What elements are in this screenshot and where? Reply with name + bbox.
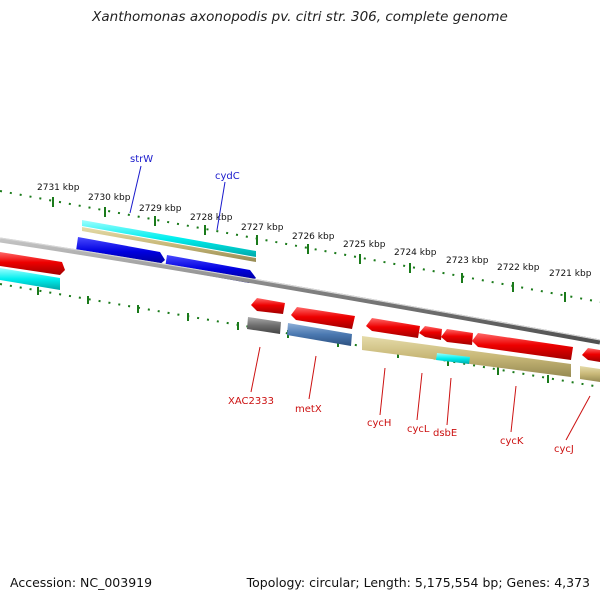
- ruler-label: 2723 kbp: [446, 256, 489, 266]
- outer-major-ticks: [52, 197, 566, 302]
- ruler-label: 2726 kbp: [292, 232, 335, 242]
- forward-features: [0, 220, 256, 290]
- reverse-leaders: [250, 346, 591, 441]
- reverse-tan-band: [362, 336, 571, 377]
- reverse-features: [247, 298, 600, 382]
- forward-gene-labels: strW cydC: [130, 154, 240, 182]
- outer-tick-ring: [0, 190, 600, 303]
- dsbe-cyan[interactable]: [436, 353, 470, 364]
- reverse-gene-labels: XAC2333 metX cycH cycL dsbE cycK cycJ: [228, 396, 574, 455]
- gene-cyck[interactable]: [472, 333, 573, 360]
- forward-gene-cyan[interactable]: [82, 220, 256, 257]
- accession-text: Accession: NC_003919: [10, 575, 153, 590]
- gene-label-cyck[interactable]: cycK: [500, 436, 524, 447]
- forward-gene-blue[interactable]: [76, 237, 165, 266]
- gene-cych[interactable]: [366, 318, 420, 338]
- gene-metx[interactable]: [291, 307, 355, 329]
- ruler-label: 2721 kbp: [549, 269, 592, 279]
- gene-label-cycj[interactable]: cycJ: [554, 444, 574, 455]
- gene-dsbe[interactable]: [441, 329, 473, 345]
- gene-label-cych[interactable]: cycH: [367, 418, 391, 429]
- forward-leaders: [129, 165, 226, 231]
- ruler-label: 2727 kbp: [241, 223, 284, 233]
- gene-label-xac2333[interactable]: XAC2333: [228, 396, 274, 407]
- gene-cycl[interactable]: [419, 326, 442, 340]
- forward-tan-band: [82, 227, 256, 262]
- ruler-label: 2731 kbp: [37, 183, 80, 193]
- ruler-label: 2728 kbp: [190, 213, 233, 223]
- ruler-label: 2724 kbp: [394, 248, 437, 258]
- ruler-label: 2722 kbp: [497, 263, 540, 273]
- ruler-label: 2730 kbp: [88, 193, 131, 203]
- ruler-label: 2725 kbp: [343, 240, 386, 250]
- inner-major-ticks: [37, 287, 549, 383]
- left-gene-cyan[interactable]: [0, 268, 60, 290]
- gene-label-metx[interactable]: metX: [295, 404, 322, 415]
- gene-label-cycl[interactable]: cycL: [407, 424, 430, 435]
- gene-label-cydc[interactable]: cydC: [215, 171, 240, 182]
- genome-summary-text: Topology: circular; Length: 5,175,554 bp…: [246, 575, 590, 590]
- map-title: Xanthomonas axonopodis pv. citri str. 30…: [92, 9, 508, 25]
- ruler-label: 2729 kbp: [139, 204, 182, 214]
- gene-cycj[interactable]: [582, 348, 600, 362]
- inner-tick-ring: [0, 283, 600, 388]
- gene-xac2333[interactable]: [251, 298, 285, 314]
- gene-xac2333-gray[interactable]: [247, 317, 281, 334]
- right-tan-band: [580, 366, 600, 382]
- left-gene-red[interactable]: [0, 252, 65, 275]
- ruler-labels: 2731 kbp 2730 kbp 2729 kbp 2728 kbp 2727…: [37, 183, 592, 279]
- genome-backbone: [0, 237, 600, 345]
- gene-label-dsbe[interactable]: dsbE: [433, 428, 457, 439]
- gene-metx-steel[interactable]: [287, 323, 352, 346]
- gene-label-strw[interactable]: strW: [130, 154, 153, 165]
